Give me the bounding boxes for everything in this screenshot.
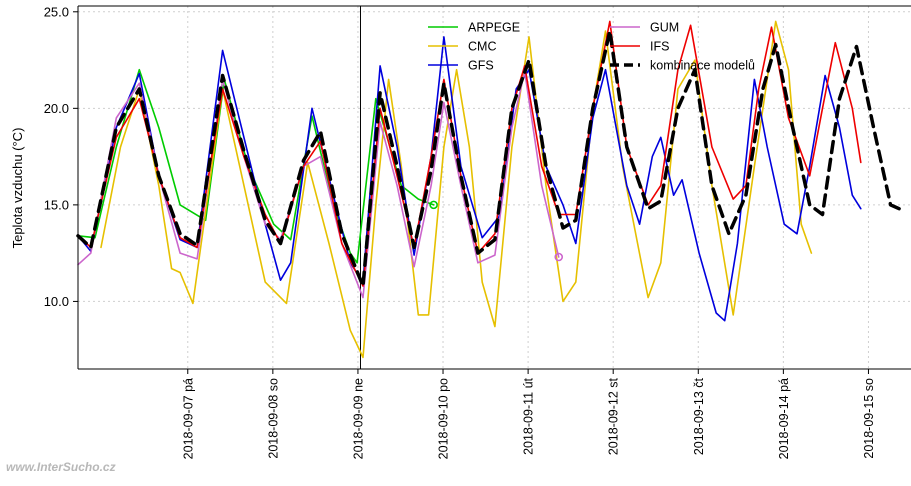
series-line-5 [76,29,901,288]
series-end-marker-0 [429,200,438,210]
x-tick-label: 2018-09-08 so [266,378,280,459]
y-tick-label: 10.0 [44,294,69,309]
series-line-2 [77,36,862,322]
watermark: www.InterSucho.cz [6,460,116,474]
legend-label-3: GUM [650,21,679,35]
x-tick-label: 2018-09-13 čt [692,377,706,455]
series-line-3 [77,70,560,299]
legend-label-0: ARPEGE [468,21,520,35]
legend-label-4: IFS [650,40,669,54]
plot-frame [77,5,911,370]
x-axis: 2018-09-07 pá 2018-09-08 so 2018-09-09 ne 2… [181,369,876,459]
x-tick-label: 2018-09-15 so [862,378,876,459]
legend-label-2: GFS [468,59,494,73]
series-group [76,20,901,359]
x-tick-label: 2018-09-09 ne [351,378,365,459]
x-tick-label: 2018-09-11 út [522,377,536,454]
series-line-0 [77,68,435,264]
y-axis: 10.0 15.0 20.0 25.0 [44,4,78,309]
y-axis-label: Teplota vzduchu (°C) [10,128,25,249]
x-tick-label: 2018-09-07 pá [181,378,195,459]
legend: ARPEGE CMC GFS GUM IFS kombinace modelů [428,21,755,73]
series-line-1 [100,20,813,359]
y-tick-label: 20.0 [44,101,69,116]
x-tick-label: 2018-09-14 pá [777,378,791,459]
series-end-marker-3 [554,252,564,262]
x-tick-label: 2018-09-10 po [437,378,451,459]
x-tick-label: 2018-09-12 st [607,377,621,455]
y-tick-label: 15.0 [44,197,69,212]
y-tick-label: 25.0 [44,4,69,19]
legend-label-5: kombinace modelů [650,59,755,73]
legend-label-1: CMC [468,40,496,54]
